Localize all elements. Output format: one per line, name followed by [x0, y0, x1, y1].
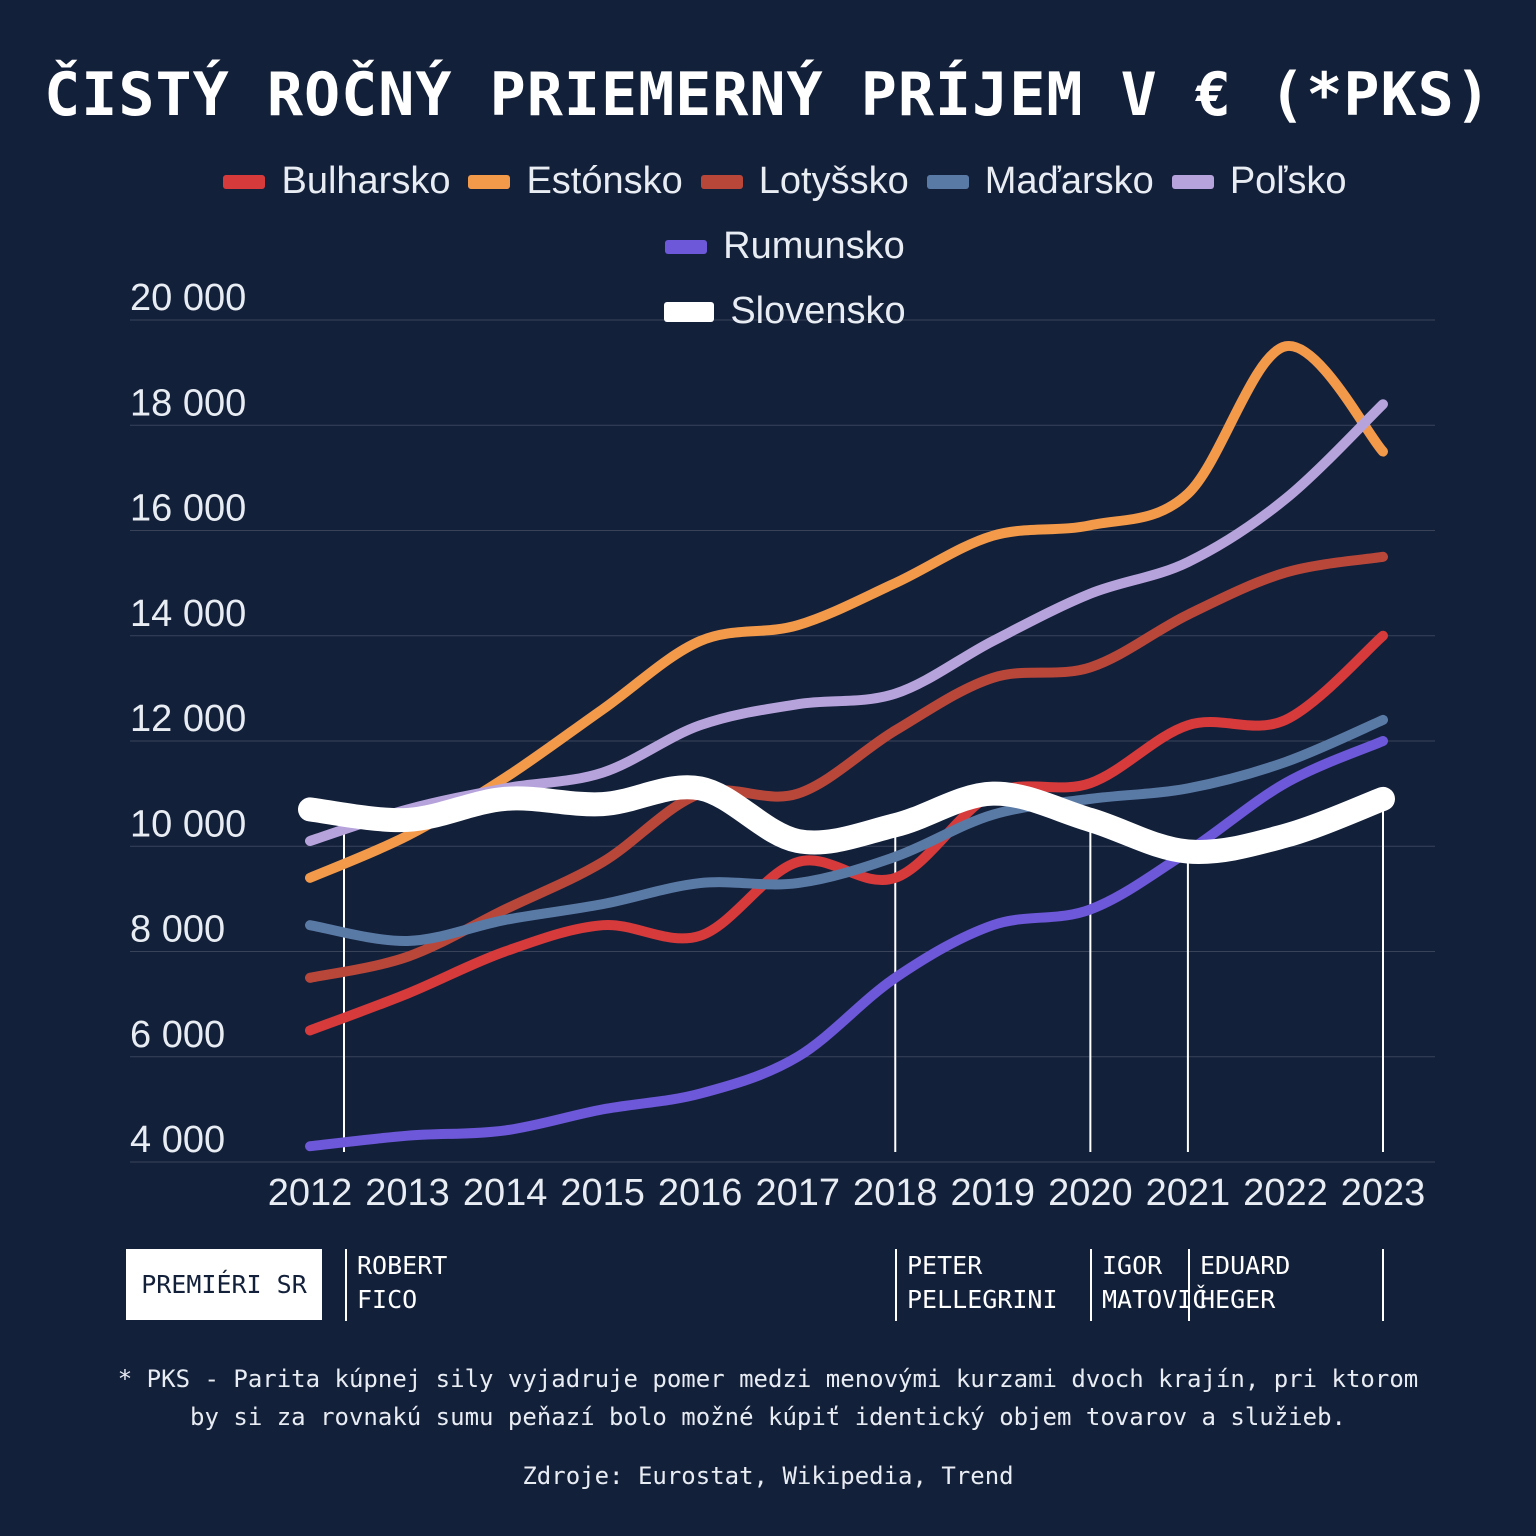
- y-tick-label: 18 000: [130, 382, 246, 424]
- legend-label: Estónsko: [526, 160, 683, 202]
- x-tick-label: 2023: [1341, 1172, 1426, 1214]
- grid-lines: [130, 319, 1435, 1163]
- x-tick-label: 2013: [365, 1172, 450, 1214]
- premier-markers: [343, 808, 1384, 1152]
- y-tick-label: 16 000: [130, 488, 246, 530]
- y-tick-label: 8 000: [130, 909, 225, 951]
- legend-label: Poľsko: [1229, 160, 1347, 202]
- legend-item: Estónsko: [468, 160, 683, 203]
- y-tick-label: 12 000: [130, 698, 246, 740]
- legend-item: Poľsko: [1171, 160, 1347, 203]
- x-tick-label: 2012: [268, 1172, 353, 1214]
- legend-swatch: [700, 174, 743, 189]
- y-axis-ticks: 4 000 6 000 8 000 10 000 12 000 14 000 16 000 1…: [130, 277, 246, 1161]
- chart-title: ČISTÝ ROČNÝ PRIEMERNÝ PRÍJEM V € (*PKS): [44, 60, 1492, 130]
- premier-name: ROBERT FICO: [345, 1249, 447, 1321]
- y-tick-label: 20 000: [130, 277, 246, 319]
- legend-swatch: [926, 174, 969, 189]
- series-line-slovensko: [298, 775, 1395, 864]
- premier-end-marker: [1382, 1249, 1384, 1321]
- premier-name: PETER PELLEGRINI: [895, 1249, 1058, 1321]
- legend-label: Lotyšsko: [758, 160, 909, 202]
- legend-item: Lotyšsko: [700, 160, 909, 203]
- legend-label: Slovensko: [730, 290, 906, 332]
- x-tick-label: 2022: [1243, 1172, 1328, 1214]
- y-tick-label: 10 000: [130, 803, 246, 845]
- footnote: * PKS - Parita kúpnej sily vyjadruje pom…: [117, 1365, 1419, 1431]
- x-tick-label: 2018: [853, 1172, 938, 1214]
- legend-swatch: [223, 174, 266, 189]
- legend-item: Slovensko: [120, 290, 1450, 333]
- legend-swatch: [664, 301, 715, 322]
- x-tick-label: 2017: [755, 1172, 840, 1214]
- source-note: Zdroje: Eurostat, Wikipedia, Trend: [522, 1462, 1014, 1490]
- y-tick-label: 14 000: [130, 593, 246, 635]
- legend-label: Rumunsko: [723, 225, 905, 267]
- legend-item: Bulharsko: [223, 160, 450, 203]
- legend-item: Maďarsko: [926, 160, 1154, 203]
- legend-item: Rumunsko: [665, 225, 905, 268]
- premier-name: EDUARD HEGER: [1188, 1249, 1290, 1321]
- x-tick-label: 2021: [1146, 1172, 1231, 1214]
- x-tick-label: 2014: [463, 1172, 548, 1214]
- x-tick-label: 2020: [1048, 1172, 1133, 1214]
- series-lines: [298, 341, 1395, 1152]
- legend-swatch: [1171, 174, 1214, 189]
- premiers-label: PREMIÉRI SR: [126, 1249, 322, 1320]
- x-tick-label: 2016: [658, 1172, 743, 1214]
- legend-swatch: [468, 174, 511, 189]
- x-axis-ticks: 2012 2013 2014 2015 2016 2017 2018 2019 2020 2021…: [268, 1172, 1426, 1214]
- y-tick-label: 6 000: [130, 1014, 225, 1056]
- x-tick-label: 2019: [951, 1172, 1036, 1214]
- y-tick-label: 4 000: [130, 1119, 225, 1161]
- legend: Bulharsko Estónsko Lotyšsko Maďarsko Poľsko R…: [120, 160, 1450, 333]
- legend-swatch: [665, 239, 708, 254]
- x-tick-label: 2015: [560, 1172, 645, 1214]
- legend-label: Bulharsko: [281, 160, 451, 202]
- series-line-maďarsko: [305, 714, 1388, 946]
- series-line-poľsko: [305, 399, 1388, 846]
- line-chart: 4 000 6 000 8 000 10 000 12 000 14 000 16 000 1…: [130, 277, 1435, 1214]
- legend-label: Maďarsko: [984, 160, 1154, 202]
- series-line-estónsko: [305, 341, 1388, 883]
- series-line-lotyšsko: [305, 551, 1388, 983]
